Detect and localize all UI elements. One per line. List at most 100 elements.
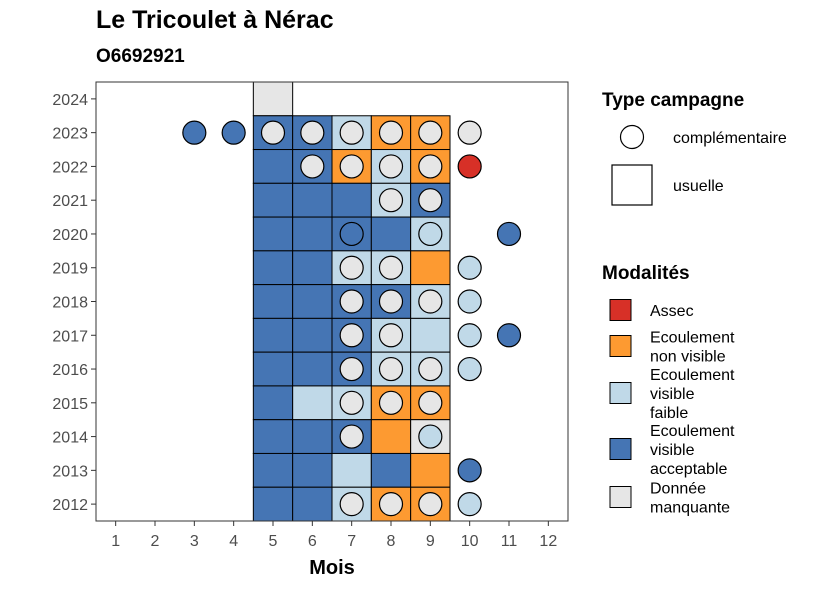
complementaire-point — [418, 120, 443, 145]
usuelle-cell — [252, 284, 294, 319]
usuelle-cell — [370, 452, 412, 488]
complementaire-point — [260, 120, 286, 145]
complementaire-point — [221, 120, 246, 145]
complementaire-point — [418, 188, 443, 213]
complementaire-point — [378, 188, 404, 213]
complementaire-point — [418, 154, 443, 179]
usuelle-cell — [252, 182, 294, 218]
complementaire-point — [300, 120, 325, 145]
complementaire-point — [418, 424, 443, 449]
y-tick-label: 2015 — [52, 396, 88, 413]
complementaire-point — [300, 154, 325, 179]
usuelle-cell — [252, 149, 294, 184]
x-tick-label: 6 — [308, 533, 317, 550]
y-tick-label: 2024 — [52, 92, 88, 109]
usuelle-cell — [252, 81, 294, 117]
y-tick-label: 2016 — [52, 362, 88, 379]
x-tick-label: 8 — [387, 533, 396, 550]
chart-subtitle: O6692921 — [96, 46, 185, 67]
usuelle-cell — [252, 317, 294, 353]
x-tick-label: 7 — [347, 533, 356, 550]
legend-label: faible — [650, 405, 688, 422]
complementaire-dots — [182, 120, 522, 517]
usuelle-cell — [292, 452, 333, 488]
chart-title: Le Tricoulet à Nérac — [96, 6, 334, 34]
usuelle-cell — [331, 182, 372, 218]
usuelle-cell — [370, 419, 412, 454]
complementaire-point — [418, 289, 443, 314]
usuelle-cell — [292, 182, 333, 218]
legend-label: visible — [650, 442, 695, 459]
complementaire-point — [339, 221, 364, 247]
usuelle-cell — [410, 452, 451, 488]
usuelle-cell — [252, 486, 294, 522]
complementaire-point — [457, 289, 482, 314]
complementaire-point — [457, 356, 482, 382]
usuelle-cell — [331, 452, 372, 488]
complementaire-point — [339, 424, 364, 449]
x-tick-label: 5 — [269, 533, 278, 550]
x-tick-label: 12 — [539, 533, 557, 550]
complementaire-point — [339, 356, 364, 382]
complementaire-point — [339, 120, 364, 145]
legend-label: usuelle — [673, 178, 724, 195]
y-axis: 2012 2013 2014 2015 2016 2017 2018 2019 2020 2021… — [52, 92, 96, 514]
complementaire-point — [457, 154, 482, 179]
y-tick-label: 2018 — [52, 295, 88, 312]
complementaire-point — [418, 221, 443, 247]
y-tick-label: 2014 — [52, 430, 88, 447]
complementaire-point — [339, 255, 364, 280]
legend-label: acceptable — [650, 461, 727, 478]
legend-label: complémentaire — [673, 130, 787, 147]
usuelle-cell — [410, 250, 451, 286]
y-tick-label: 2019 — [52, 261, 88, 278]
complementaire-point — [418, 492, 443, 517]
x-tick-label: 4 — [229, 533, 238, 550]
x-tick-label: 10 — [461, 533, 479, 550]
y-tick-label: 2013 — [52, 463, 88, 480]
legend-color-key — [609, 299, 632, 321]
legend-color-key — [609, 335, 632, 357]
y-tick-label: 2022 — [52, 159, 88, 176]
complementaire-point — [378, 289, 404, 314]
x-axis-title: Mois — [309, 557, 355, 579]
complementaire-point — [378, 390, 404, 415]
legend-color-key — [609, 382, 632, 404]
legend-circle-key — [619, 124, 645, 150]
usuelle-cell — [252, 419, 294, 454]
usuelle-cell — [292, 284, 333, 319]
complementaire-point — [339, 289, 364, 314]
usuelle-cell — [252, 452, 294, 488]
legend-label: non visible — [650, 349, 726, 366]
usuelle-cell — [292, 250, 333, 286]
legend-label: manquante — [650, 500, 730, 517]
x-tick-label: 9 — [426, 533, 435, 550]
x-tick-label: 3 — [190, 533, 199, 550]
legend-square-key — [611, 164, 653, 206]
usuelle-cell — [292, 351, 333, 387]
complementaire-point — [457, 492, 482, 517]
complementaire-point — [182, 120, 207, 145]
legend-type-campagne: Type campagne complémentaire usuelle — [602, 90, 787, 206]
usuelle-cell — [252, 216, 294, 252]
complementaire-point — [378, 356, 404, 382]
usuelle-cells — [252, 81, 451, 522]
legend-color-key — [609, 486, 632, 508]
complementaire-point — [378, 120, 404, 145]
complementaire-point — [496, 323, 522, 348]
complementaire-point — [378, 154, 404, 179]
usuelle-cell — [410, 317, 451, 353]
complementaire-point — [457, 255, 482, 280]
usuelle-cell — [252, 250, 294, 286]
complementaire-point — [339, 154, 364, 179]
complementaire-point — [378, 323, 404, 348]
complementaire-point — [378, 492, 404, 517]
complementaire-point — [339, 492, 364, 517]
complementaire-point — [339, 390, 364, 415]
complementaire-point — [457, 120, 482, 145]
usuelle-cell — [252, 351, 294, 387]
legend-label: visible — [650, 386, 695, 403]
usuelle-cell — [292, 419, 333, 454]
